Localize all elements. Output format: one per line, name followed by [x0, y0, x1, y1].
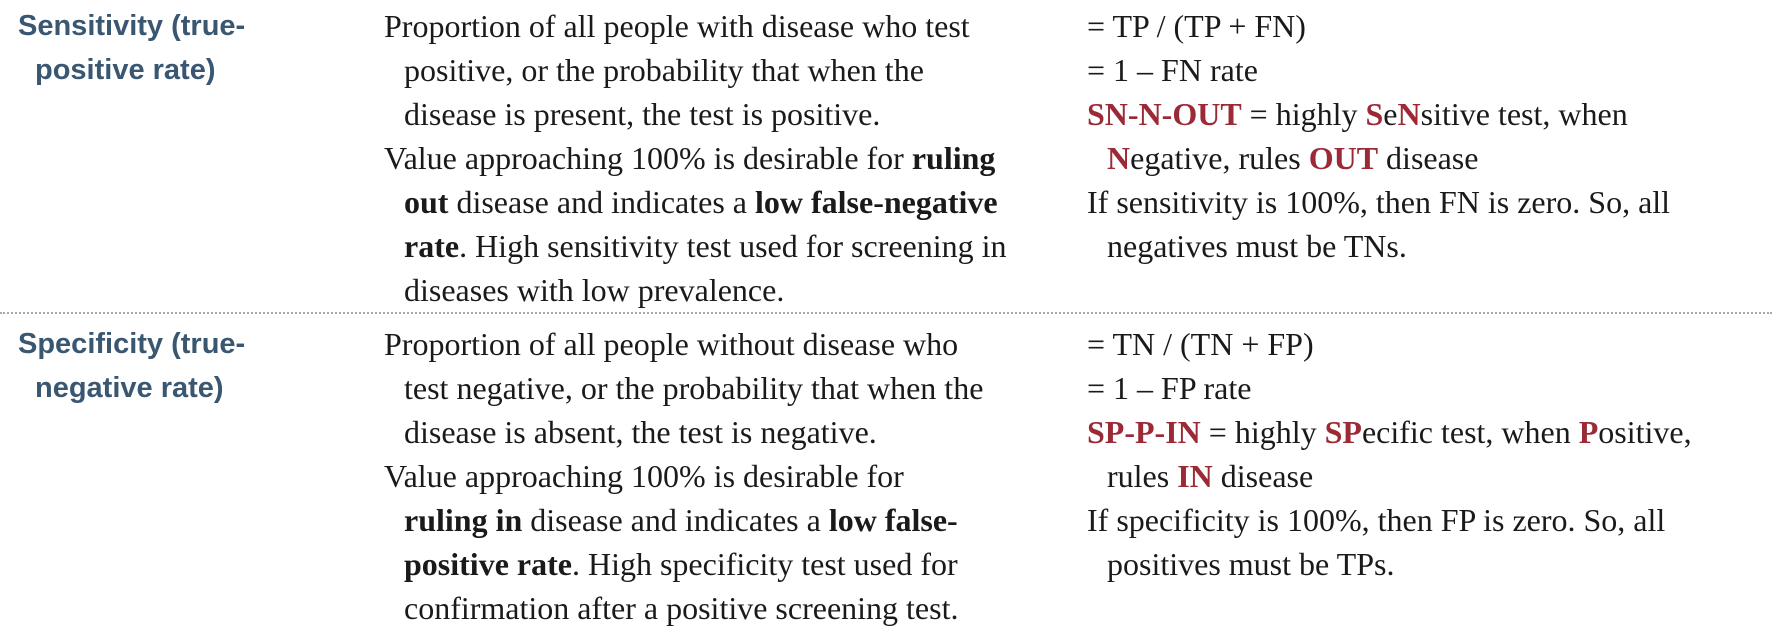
term-line: negative rate)	[35, 372, 224, 404]
mnemonic-letter: P	[1578, 414, 1599, 450]
desc-bold: ruling	[911, 140, 996, 176]
mnemonic-letter: N	[1107, 140, 1131, 176]
desc-text: Value approaching 100% is desirable for	[384, 140, 912, 176]
term-line: Sensitivity (true-	[18, 10, 246, 42]
desc-bold: ruling in	[404, 502, 523, 538]
mnemonic-keyword: SP-P-IN	[1087, 414, 1201, 450]
sensitivity-term: Sensitivity (true- positive rate)	[18, 4, 318, 92]
note-line: If specificity is 100%, then FP is zero.…	[1087, 502, 1666, 538]
mnemonic-text: = highly	[1200, 414, 1325, 450]
desc-line: Value approaching 100% is desirable for	[384, 458, 904, 494]
term-line: positive rate)	[35, 54, 216, 86]
desc-bold: rate	[404, 228, 460, 264]
note-line: positives must be TPs.	[1107, 546, 1395, 582]
mnemonic-line: rules IN disease	[1087, 454, 1767, 498]
desc-line: disease is present, the test is positive…	[404, 96, 881, 132]
desc-bold: low false-negative	[755, 184, 998, 220]
mnemonic-letter: S	[1365, 96, 1384, 132]
mnemonic-text: egative, rules	[1130, 140, 1309, 176]
desc-bold: out	[404, 184, 449, 220]
desc-bold: low false-	[828, 502, 958, 538]
sensitivity-row: Sensitivity (true- positive rate) Propor…	[0, 0, 1772, 313]
mnemonic-letter: SP	[1324, 414, 1362, 450]
mnemonic-text: disease	[1212, 458, 1314, 494]
specificity-term: Specificity (true- negative rate)	[18, 322, 318, 410]
specificity-formula: = TN / (TN + FP) = 1 – FP rate SP-P-IN =…	[1087, 322, 1767, 586]
desc-line: Proportion of all people without disease…	[384, 326, 959, 362]
formula-line: = TN / (TN + FP)	[1087, 326, 1314, 362]
desc-text: disease and indicates a	[448, 184, 755, 220]
mnemonic-text: disease	[1378, 140, 1479, 176]
mnemonic-text: ositive,	[1598, 414, 1692, 450]
desc-line: test negative, or the probability that w…	[404, 370, 984, 406]
desc-line: disease is absent, the test is negative.	[404, 414, 877, 450]
desc-line: rate. High sensitivity test used for scr…	[384, 224, 1044, 268]
sensitivity-description: Proportion of all people with disease wh…	[384, 4, 1044, 312]
desc-line: positive, or the probability that when t…	[404, 52, 924, 88]
desc-line: out disease and indicates a low false-ne…	[384, 180, 1044, 224]
mnemonic-letter: N	[1397, 96, 1421, 132]
desc-line: Proportion of all people with disease wh…	[384, 8, 970, 44]
term-line: Specificity (true-	[18, 328, 246, 360]
formula-line: = 1 – FP rate	[1087, 370, 1252, 406]
sensitivity-formula: = TP / (TP + FN) = 1 – FN rate SN-N-OUT …	[1087, 4, 1767, 268]
specificity-description: Proportion of all people without disease…	[384, 322, 1044, 630]
mnemonic-text: rules	[1107, 458, 1178, 494]
desc-line: ruling in disease and indicates a low fa…	[384, 498, 1044, 542]
desc-bold: positive rate	[404, 546, 572, 582]
mnemonic-line: SP-P-IN = highly SPecific test, when Pos…	[1087, 410, 1767, 454]
row-divider	[0, 312, 1772, 314]
mnemonic-keyword: OUT	[1308, 140, 1379, 176]
mnemonic-line: SN-N-OUT = highly SeNsitive test, when	[1087, 92, 1767, 136]
desc-line: Value approaching 100% is desirable for …	[384, 136, 1044, 180]
desc-text: . High sensitivity test used for screeni…	[459, 228, 1007, 264]
desc-text: . High specificity test used for	[571, 546, 958, 582]
desc-line: positive rate. High specificity test use…	[384, 542, 1044, 586]
mnemonic-text: e	[1383, 96, 1398, 132]
mnemonic-text: sitive test, when	[1420, 96, 1628, 132]
mnemonic-keyword: IN	[1177, 458, 1213, 494]
mnemonic-keyword: SN-N-OUT	[1087, 96, 1242, 132]
formula-line: = TP / (TP + FN)	[1087, 8, 1306, 44]
note-line: If sensitivity is 100%, then FN is zero.…	[1087, 184, 1671, 220]
desc-line: diseases with low prevalence.	[404, 272, 785, 308]
mnemonic-text: = highly	[1241, 96, 1366, 132]
mnemonic-text: ecific test, when	[1361, 414, 1579, 450]
desc-line: confirmation after a positive screening …	[404, 590, 959, 626]
specificity-row: Specificity (true- negative rate) Propor…	[0, 313, 1772, 634]
formula-line: = 1 – FN rate	[1087, 52, 1258, 88]
note-line: negatives must be TNs.	[1107, 228, 1407, 264]
mnemonic-line: Negative, rules OUT disease	[1087, 136, 1767, 180]
desc-text: disease and indicates a	[522, 502, 829, 538]
